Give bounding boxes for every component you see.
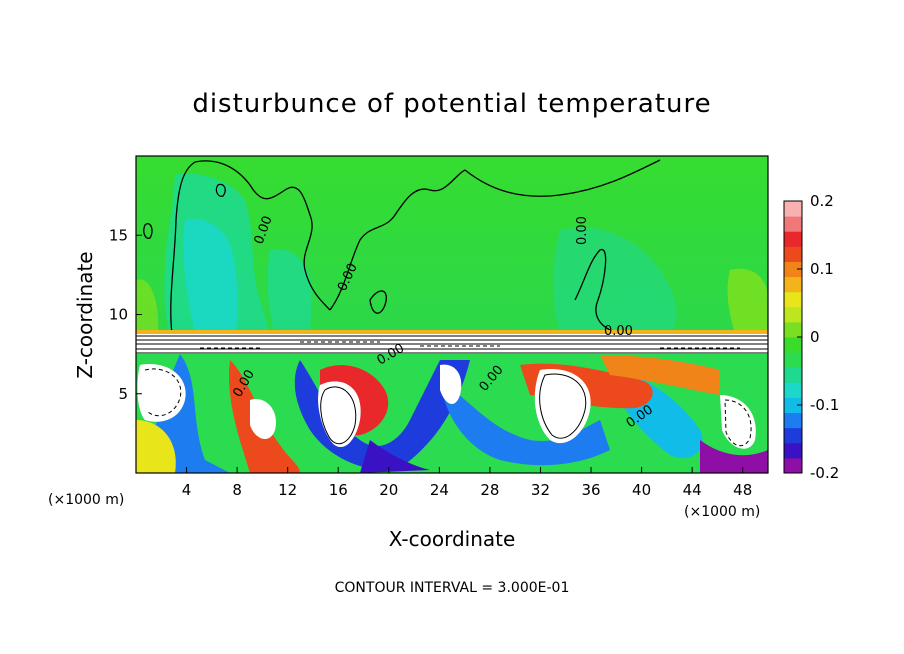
x-tick-label: 36: [581, 481, 600, 499]
contour-line: [215, 183, 226, 197]
upper-patch: [183, 218, 238, 334]
colorbar-swatch: [784, 457, 802, 474]
upper-patch: [267, 249, 312, 334]
colorbar-swatch: [784, 427, 802, 444]
lower-white: [720, 395, 756, 449]
contour-line: [539, 373, 587, 439]
x-axis: 4 8 12 16 20 24 28 32 36 40 44 48: [182, 467, 752, 499]
x-tick-label: 12: [278, 481, 297, 499]
colorbar-swatch: [784, 306, 802, 323]
colorbar-swatch: [784, 337, 802, 353]
x-tick-label: 24: [430, 481, 449, 499]
boundary-lines: [136, 335, 768, 354]
lower-swirl: [600, 355, 720, 395]
x-tick-label: 8: [232, 481, 242, 499]
contour-label: 0.00: [575, 216, 590, 245]
lower-swirl: [440, 380, 610, 466]
lower-white: [318, 381, 361, 448]
colorbar-tick-label: 0.1: [810, 260, 834, 278]
colorbar-swatch: [784, 442, 802, 459]
x-unit-label-left: (×1000 m): [48, 492, 124, 508]
boundary-lines: [140, 341, 740, 349]
x-tick-label: 32: [531, 481, 550, 499]
colorbar-swatch: [784, 412, 802, 429]
lower-white: [137, 364, 186, 422]
contour-line: [170, 160, 331, 335]
lower-swirl: [360, 440, 430, 473]
colorbar-swatch: [784, 261, 802, 278]
lower-swirl: [229, 360, 300, 473]
contour-line: [320, 386, 357, 445]
colorbar-swatch: [784, 367, 802, 383]
upper-patch: [136, 279, 159, 334]
colorbar-swatch: [784, 216, 802, 232]
lower-white: [440, 364, 462, 405]
colorbar-swatch: [784, 231, 802, 247]
x-tick-label: 16: [329, 481, 348, 499]
lower-white: [534, 369, 591, 444]
colorbar-tick-label: -0.2: [810, 464, 839, 482]
contour-line: [329, 169, 466, 311]
contour-line: [464, 159, 661, 197]
x-axis-label: X-coordinate: [389, 527, 516, 551]
contour-line: [143, 223, 153, 239]
colorbar-swatch: [784, 382, 802, 398]
lower-white: [250, 399, 276, 440]
lower-swirl: [136, 420, 176, 473]
contour-interval-note: CONTOUR INTERVAL = 3.000E-01: [335, 580, 570, 596]
colorbar-swatch: [784, 201, 802, 217]
x-tick-label: 40: [632, 481, 651, 499]
colorbar-swatch: [784, 246, 802, 262]
contour-line: [724, 399, 752, 447]
x-tick-label: 44: [683, 481, 702, 499]
upper-patch: [553, 227, 677, 334]
y-tick-label: 10: [109, 306, 128, 324]
chart-title: disturbunce of potential temperature: [192, 89, 711, 119]
colorbar-swatch: [784, 352, 802, 368]
colorbar-tick-label: 0: [810, 328, 820, 346]
upper-patch: [727, 268, 768, 334]
contour-line: [144, 368, 182, 417]
x-unit-label-right: (×1000 m): [684, 504, 760, 520]
colorbar: 0.2 0.1 0 -0.1 -0.2: [783, 192, 839, 482]
y-axis: 5 10 15: [109, 226, 142, 403]
x-tick-label: 48: [733, 481, 752, 499]
colorbar-tick-label: 0.2: [810, 192, 834, 210]
x-tick-label: 28: [480, 481, 499, 499]
y-tick-label: 5: [118, 385, 128, 403]
contour-line: [574, 249, 611, 331]
contour-line: [369, 290, 387, 314]
colorbar-tick-label: -0.1: [810, 396, 839, 414]
colorbar-swatch: [784, 291, 802, 308]
x-tick-label: 20: [379, 481, 398, 499]
colorbar-swatch: [784, 397, 802, 414]
y-axis-label: Z-coordinate: [73, 251, 97, 378]
colorbar-swatch: [784, 321, 802, 338]
contour-label: 0.00: [604, 324, 633, 339]
boundary-band: [136, 330, 768, 334]
colorbar-swatch: [784, 276, 802, 293]
lower-swirl: [700, 440, 768, 473]
plot-area: [136, 156, 768, 473]
y-tick-label: 15: [109, 226, 128, 244]
x-tick-label: 4: [182, 481, 192, 499]
